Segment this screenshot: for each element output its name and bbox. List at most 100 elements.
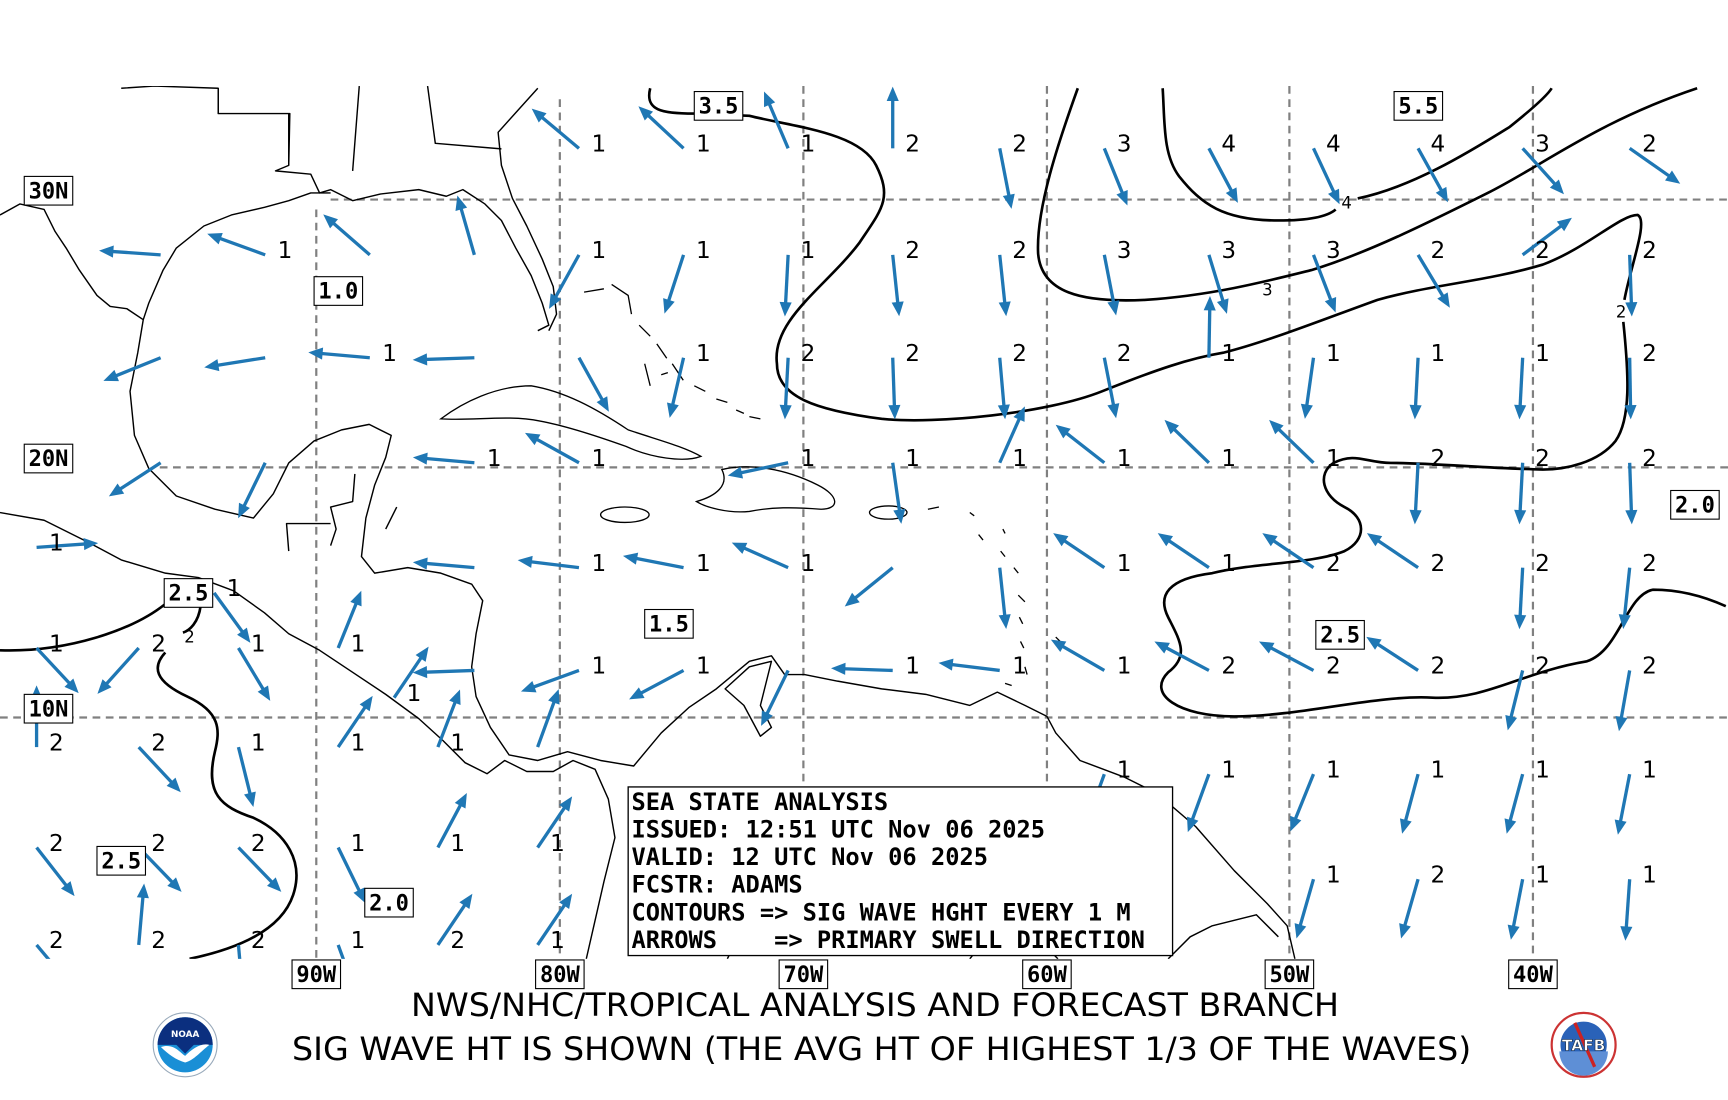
arrowhead-icon bbox=[1002, 193, 1015, 209]
wave-height-value: 2 bbox=[1431, 238, 1446, 264]
swell-arrow bbox=[517, 555, 580, 570]
swell-arrow bbox=[629, 668, 685, 700]
swell-arrow bbox=[1055, 424, 1106, 465]
arrowhead-icon bbox=[1399, 923, 1411, 939]
wave-height-value: 1 bbox=[550, 928, 565, 954]
arrowhead-icon bbox=[1154, 641, 1170, 654]
arrowhead-icon bbox=[207, 232, 223, 245]
swell-arrow bbox=[536, 893, 573, 946]
arrowhead-icon bbox=[1290, 815, 1302, 832]
info-forecaster: FCSTR: ADAMS bbox=[631, 871, 802, 899]
contour-4m bbox=[1161, 87, 1553, 222]
arrowhead-icon bbox=[1504, 818, 1517, 834]
swell-arrow bbox=[549, 254, 581, 309]
lesser-antilles bbox=[927, 506, 1061, 687]
info-title: SEA STATE ANALYSIS bbox=[631, 788, 888, 816]
swell-arrow bbox=[204, 356, 266, 372]
arrowhead-icon bbox=[1618, 614, 1631, 630]
arrowhead-icon bbox=[1514, 404, 1527, 420]
swell-arrow bbox=[998, 567, 1011, 630]
swell-arrow bbox=[1521, 147, 1564, 195]
wave-height-value: 4 bbox=[1221, 132, 1236, 158]
wave-height-value: 2 bbox=[1535, 238, 1550, 264]
wave-height-value: 1 bbox=[591, 132, 606, 158]
swell-arrow bbox=[1187, 773, 1211, 833]
arrowhead-icon bbox=[764, 91, 776, 108]
arrowhead-icon bbox=[459, 893, 473, 910]
arrowhead-icon bbox=[1300, 403, 1313, 419]
contour-label: 1.5 bbox=[649, 613, 689, 638]
arrowhead-icon bbox=[1615, 716, 1628, 732]
arrowhead-icon bbox=[1013, 406, 1025, 422]
arrowhead-icon bbox=[1556, 217, 1572, 232]
arrowhead-icon bbox=[517, 555, 533, 568]
wave-height-value: 2 bbox=[1535, 551, 1550, 577]
wave-height-value: 1 bbox=[1221, 757, 1236, 783]
arrowhead-icon bbox=[323, 214, 339, 229]
wave-height-value: 2 bbox=[1431, 654, 1446, 680]
swell-arrow bbox=[1311, 147, 1340, 205]
noaa-logo-text: NOAA bbox=[171, 1030, 199, 1040]
contour-inline-label: 3 bbox=[1262, 280, 1273, 299]
swell-arrow bbox=[412, 452, 475, 465]
arrowhead-icon bbox=[891, 301, 904, 317]
swell-arrow bbox=[35, 846, 75, 897]
swell-arrow bbox=[1262, 533, 1315, 570]
wave-height-value: 3 bbox=[1117, 132, 1132, 158]
wave-height-value: 1 bbox=[591, 654, 606, 680]
arrowhead-icon bbox=[666, 402, 679, 418]
swell-arrow bbox=[1366, 636, 1419, 672]
arrowhead-icon bbox=[1366, 533, 1383, 547]
swell-arrow bbox=[336, 846, 366, 903]
arrowhead-icon bbox=[415, 646, 429, 662]
arrowhead-icon bbox=[204, 359, 220, 372]
arrowhead-icon bbox=[62, 977, 76, 992]
arrowhead-icon bbox=[1116, 189, 1128, 206]
swell-arrow bbox=[97, 646, 140, 694]
swell-arrow bbox=[998, 406, 1025, 464]
lon-label: 70W bbox=[783, 963, 824, 988]
swell-arrow bbox=[779, 254, 792, 317]
arrowhead-icon bbox=[1269, 419, 1284, 435]
swell-arrow bbox=[1614, 773, 1632, 835]
swell-arrow bbox=[536, 689, 560, 748]
wave-height-value: 1 bbox=[696, 238, 711, 264]
swell-arrow bbox=[236, 746, 256, 807]
wave-height-value: 1 bbox=[1326, 757, 1341, 783]
swell-arrow bbox=[622, 552, 684, 570]
arrowhead-icon bbox=[1107, 300, 1120, 316]
wave-height-value: 3 bbox=[1117, 238, 1132, 264]
arrowhead-icon bbox=[412, 666, 428, 679]
arrowhead-icon bbox=[727, 466, 744, 479]
arrowhead-icon bbox=[779, 301, 792, 317]
swell-arrow bbox=[1514, 462, 1527, 525]
arrowhead-icon bbox=[97, 679, 112, 694]
wave-height-value: 4 bbox=[1431, 132, 1446, 158]
swell-arrow bbox=[136, 883, 149, 946]
swell-arrow bbox=[764, 91, 790, 149]
arrowhead-icon bbox=[308, 347, 324, 360]
swell-arrow bbox=[455, 195, 476, 256]
wave-height-value: 2 bbox=[49, 831, 64, 857]
arrowhead-icon bbox=[1053, 533, 1069, 547]
swell-arrow bbox=[1207, 254, 1229, 314]
wave-height-value: 2 bbox=[251, 831, 266, 857]
arrowhead-icon bbox=[412, 353, 428, 366]
swell-arrow bbox=[99, 245, 161, 258]
arrowhead-icon bbox=[1203, 296, 1216, 311]
latitude-labels: 30N 20N 10N bbox=[23, 175, 74, 724]
arrowhead-icon bbox=[238, 502, 250, 519]
swell-arrow bbox=[336, 695, 373, 749]
footer-line-1: NWS/NHC/TROPICAL ANALYSIS AND FORECAST B… bbox=[411, 986, 1339, 1024]
info-contours: CONTOURS => SIG WAVE HGHT EVERY 1 M bbox=[631, 898, 1130, 926]
swell-arrow bbox=[1409, 357, 1422, 420]
swell-arrow bbox=[1521, 217, 1572, 257]
swell-arrow bbox=[1203, 296, 1216, 358]
swell-arrow bbox=[207, 232, 266, 257]
wave-height-value: 2 bbox=[1221, 654, 1236, 680]
swell-arrow bbox=[412, 353, 475, 366]
wave-height-value: 1 bbox=[1326, 446, 1341, 472]
swell-arrow bbox=[1290, 773, 1316, 832]
longitude-labels: 90W 80W 70W 60W 50W 40W bbox=[291, 959, 1558, 990]
wave-height-value: 1 bbox=[1642, 863, 1657, 889]
